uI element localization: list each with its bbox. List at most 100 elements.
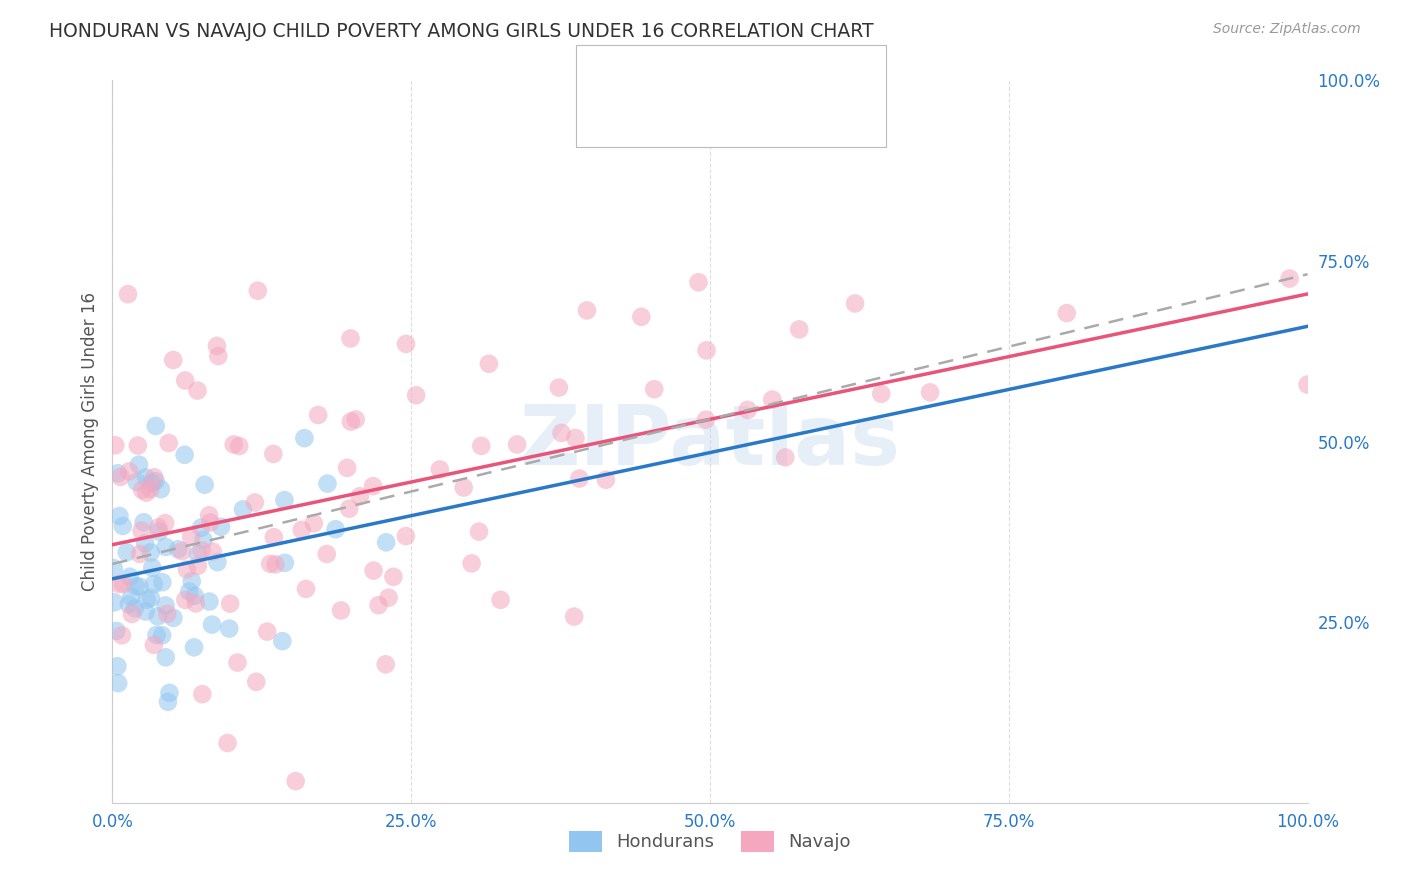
Point xyxy=(146,609,169,624)
Point xyxy=(340,415,363,429)
Point xyxy=(226,656,249,670)
Point xyxy=(118,570,141,584)
Point xyxy=(135,485,157,500)
Point xyxy=(128,580,150,594)
Point xyxy=(374,657,396,672)
Point xyxy=(132,515,155,529)
Point xyxy=(155,650,177,665)
Point xyxy=(111,519,134,533)
Point xyxy=(107,676,129,690)
Point xyxy=(219,597,242,611)
Point xyxy=(139,591,162,605)
Point xyxy=(174,593,197,607)
Point xyxy=(142,577,165,591)
Point xyxy=(157,436,180,450)
Point xyxy=(271,634,294,648)
Point xyxy=(361,479,384,493)
Point xyxy=(207,555,229,569)
Text: HONDURAN VS NAVAJO CHILD POVERTY AMONG GIRLS UNDER 16 CORRELATION CHART: HONDURAN VS NAVAJO CHILD POVERTY AMONG G… xyxy=(49,22,875,41)
Point xyxy=(363,564,385,578)
Point xyxy=(453,481,475,495)
Point xyxy=(468,524,491,539)
Point xyxy=(135,605,157,619)
Point xyxy=(190,543,212,558)
Point xyxy=(429,462,451,476)
Point xyxy=(176,562,198,576)
Text: N =: N = xyxy=(751,64,790,82)
Point xyxy=(405,388,427,402)
Point xyxy=(107,467,129,481)
Point xyxy=(395,529,418,543)
Text: N =: N = xyxy=(751,105,790,123)
Point xyxy=(273,493,295,508)
Point xyxy=(190,521,212,535)
Point xyxy=(595,473,617,487)
Point xyxy=(568,472,591,486)
Point xyxy=(103,561,125,575)
Point xyxy=(695,412,717,426)
Point xyxy=(145,474,167,488)
Point xyxy=(112,576,135,591)
Point xyxy=(460,557,482,571)
Point xyxy=(1056,306,1078,320)
Point xyxy=(844,296,866,310)
Point xyxy=(337,501,360,516)
Point xyxy=(117,287,139,301)
Point xyxy=(128,458,150,472)
Point xyxy=(156,695,179,709)
Point xyxy=(111,628,134,642)
Point xyxy=(201,544,224,558)
Point xyxy=(200,516,222,530)
Point xyxy=(222,437,245,451)
Point xyxy=(129,547,152,561)
Point xyxy=(470,439,492,453)
Point xyxy=(246,284,269,298)
Y-axis label: Child Poverty Among Girls Under 16: Child Poverty Among Girls Under 16 xyxy=(80,292,98,591)
Point xyxy=(339,331,361,345)
Point xyxy=(184,596,207,610)
Text: R =: R = xyxy=(631,105,671,123)
Point xyxy=(330,603,353,617)
Point xyxy=(135,592,157,607)
Point xyxy=(139,482,162,496)
Point xyxy=(256,624,278,639)
Point xyxy=(153,516,176,530)
Point xyxy=(787,322,810,336)
Point xyxy=(108,509,131,524)
Point xyxy=(307,408,329,422)
Point xyxy=(217,736,239,750)
Point xyxy=(180,574,202,588)
Point xyxy=(162,611,184,625)
Point xyxy=(155,599,177,613)
Point xyxy=(187,547,209,561)
Point xyxy=(135,470,157,484)
Text: 0.219: 0.219 xyxy=(679,64,735,82)
Point xyxy=(141,560,163,574)
Point xyxy=(344,412,367,426)
Point xyxy=(209,520,232,534)
Bar xyxy=(593,97,621,131)
Point xyxy=(118,598,141,612)
Point xyxy=(575,303,598,318)
Point xyxy=(141,475,163,490)
Text: ZIPatlas: ZIPatlas xyxy=(520,401,900,482)
Point xyxy=(205,339,228,353)
Point xyxy=(870,386,893,401)
Point xyxy=(186,384,208,398)
Point xyxy=(367,598,389,612)
Point xyxy=(127,438,149,452)
Point xyxy=(316,476,339,491)
Point xyxy=(228,439,250,453)
Point xyxy=(173,448,195,462)
Point xyxy=(263,530,285,544)
Point xyxy=(375,535,398,549)
Point xyxy=(325,522,347,536)
Point xyxy=(155,540,177,554)
Point xyxy=(115,545,138,559)
Point xyxy=(643,382,665,396)
Point xyxy=(245,674,267,689)
Text: R =: R = xyxy=(631,64,671,82)
Point xyxy=(562,609,585,624)
Point xyxy=(104,438,127,452)
Point xyxy=(207,349,229,363)
